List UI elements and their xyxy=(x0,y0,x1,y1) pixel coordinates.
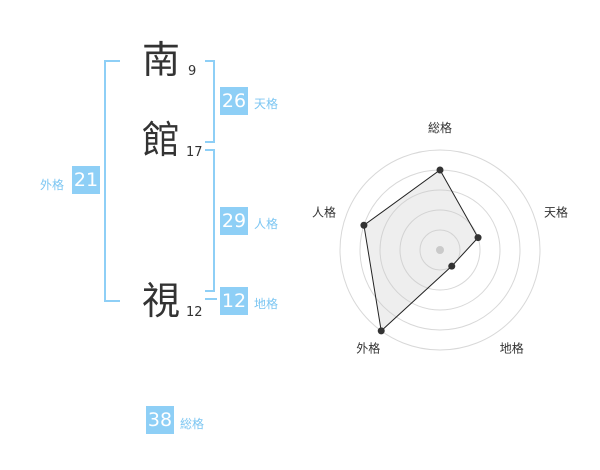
stroke-count-2: 17 xyxy=(186,145,203,160)
chikaku-connector xyxy=(205,298,217,300)
name-char-1: 南 xyxy=(142,38,181,82)
radar-ring xyxy=(399,209,481,291)
radar-axis-label: 天格 xyxy=(544,204,568,219)
radar-point-4 xyxy=(377,327,385,335)
radar-ring xyxy=(419,229,461,271)
name-char-2: 館 xyxy=(142,118,181,162)
radar-point-2 xyxy=(474,234,482,242)
radar-axis-label: 外格 xyxy=(356,341,380,356)
tenkaku-bracket xyxy=(205,60,215,143)
soukaku-value: 38 xyxy=(146,406,174,434)
radar-axis-label: 人格 xyxy=(312,204,336,219)
tenkaku-label: 天格 xyxy=(254,97,279,111)
stroke-count-1: 9 xyxy=(188,64,197,79)
radar-point-3 xyxy=(448,262,456,270)
radar-center xyxy=(436,246,444,254)
jinkaku-bracket xyxy=(205,149,215,292)
radar-ring xyxy=(339,149,541,351)
gaikaku-label: 外格 xyxy=(40,178,65,192)
radar-area xyxy=(363,169,479,332)
jinkaku-label: 人格 xyxy=(254,217,279,231)
chikaku-label: 地格 xyxy=(254,297,279,311)
name-char-3: 視 xyxy=(142,279,181,323)
radar-ring xyxy=(379,189,501,311)
radar-axis-label: 地格 xyxy=(500,341,524,356)
soukaku-label: 総格 xyxy=(180,417,205,431)
jinkaku-value: 29 xyxy=(220,207,248,235)
radar-point-1 xyxy=(436,166,444,174)
tenkaku-value: 26 xyxy=(220,87,248,115)
gaikaku-bracket xyxy=(104,60,120,302)
chikaku-value: 12 xyxy=(220,287,248,315)
radar-axis-label: 総格 xyxy=(428,120,452,135)
stroke-count-3: 12 xyxy=(186,305,203,320)
gaikaku-value: 21 xyxy=(72,166,100,194)
radar-point-5 xyxy=(360,221,368,229)
